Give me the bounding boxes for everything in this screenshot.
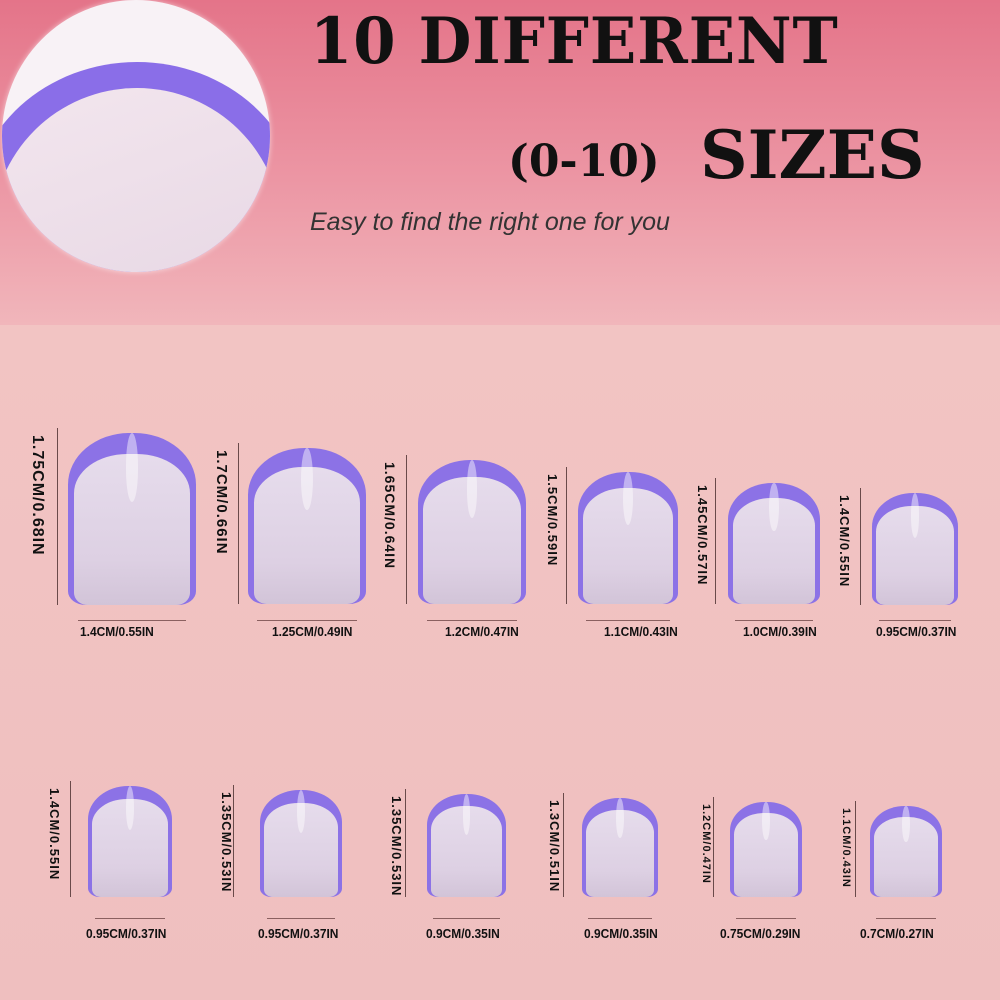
- nail-highlight: [623, 472, 633, 525]
- length-measure-line: [860, 488, 861, 605]
- nail-bed: [583, 487, 673, 604]
- length-label: 1.65CM/0.64IN: [382, 462, 398, 570]
- width-measure-line: [588, 918, 652, 919]
- width-measure-line: [586, 620, 670, 621]
- nail-bed: [2, 88, 270, 272]
- length-label: 1.4CM/0.55IN: [837, 495, 852, 588]
- width-label: 1.0CM/0.39IN: [743, 624, 817, 639]
- press-on-nail: [728, 483, 820, 604]
- nail-highlight: [902, 806, 910, 843]
- length-label: 1.5CM/0.59IN: [545, 474, 560, 567]
- nail-bed: [585, 809, 655, 897]
- width-label: 0.95CM/0.37IN: [876, 624, 957, 639]
- subtitle: Easy to find the right one for you: [310, 208, 670, 236]
- press-on-nail: [418, 460, 526, 604]
- length-label: 1.4CM/0.55IN: [47, 788, 62, 881]
- width-label: 0.95CM/0.37IN: [86, 926, 167, 941]
- length-measure-line: [70, 781, 71, 897]
- width-measure-line: [735, 620, 813, 621]
- nail-highlight: [762, 802, 770, 840]
- length-measure-line: [233, 785, 234, 897]
- width-measure-line: [266, 918, 336, 919]
- size-chart-area: [0, 325, 1000, 1000]
- title-line1: 10 DIFFERENT: [310, 4, 839, 79]
- width-measure-line: [257, 620, 357, 621]
- width-label: 1.4CM/0.55IN: [80, 624, 154, 639]
- press-on-nail: [870, 806, 942, 897]
- width-label: 0.95CM/0.37IN: [258, 926, 339, 941]
- press-on-nail: [427, 794, 506, 897]
- width-measure-line: [433, 918, 500, 919]
- nail-highlight: [301, 448, 313, 511]
- nail-highlight: [769, 483, 779, 532]
- width-label: 0.75CM/0.29IN: [720, 926, 801, 941]
- nail-highlight: [616, 798, 624, 838]
- length-measure-line: [406, 455, 407, 604]
- width-measure-line: [875, 918, 937, 919]
- press-on-nail: [730, 802, 802, 897]
- length-measure-line: [713, 797, 714, 897]
- length-measure-line: [563, 793, 564, 897]
- length-label: 1.75CM/0.68IN: [29, 435, 46, 556]
- nail-bed: [873, 816, 939, 897]
- length-label: 1.45CM/0.57IN: [695, 485, 710, 586]
- length-label: 1.2CM/0.47IN: [700, 804, 712, 884]
- width-label: 0.7CM/0.27IN: [860, 926, 934, 941]
- width-measure-line: [878, 620, 952, 621]
- nail-bed: [733, 813, 799, 897]
- nail-bed: [732, 497, 816, 604]
- nail-bed: [264, 802, 338, 897]
- nail-highlight: [296, 790, 306, 833]
- length-measure-line: [57, 428, 58, 605]
- length-measure-line: [238, 443, 239, 604]
- nail-highlight: [462, 794, 471, 836]
- length-measure-line: [566, 467, 567, 604]
- nail-bed: [876, 506, 954, 605]
- nail-highlight: [466, 460, 478, 518]
- length-label: 1.35CM/0.53IN: [219, 792, 234, 893]
- length-measure-line: [405, 789, 406, 897]
- length-label: 1.1CM/0.43IN: [840, 808, 852, 888]
- title-sizes: SIZES: [700, 116, 925, 194]
- length-measure-line: [715, 478, 716, 604]
- length-label: 1.3CM/0.51IN: [547, 800, 562, 893]
- press-on-nail: [88, 786, 172, 897]
- title-range: (0-10): [508, 136, 660, 187]
- nail-highlight: [125, 786, 135, 831]
- nail-bed: [92, 799, 168, 897]
- length-measure-line: [855, 801, 856, 897]
- width-label: 0.9CM/0.35IN: [584, 926, 658, 941]
- nail-bed: [430, 806, 503, 897]
- press-on-nail: [872, 493, 958, 605]
- width-measure-line: [735, 918, 797, 919]
- nail-closeup-image: [2, 0, 270, 272]
- width-measure-line: [78, 620, 186, 621]
- press-on-nail: [578, 472, 678, 604]
- length-label: 1.7CM/0.66IN: [213, 450, 230, 555]
- width-label: 1.1CM/0.43IN: [604, 624, 678, 639]
- press-on-nail: [582, 798, 658, 897]
- nail-highlight: [125, 433, 139, 502]
- press-on-nail: [260, 790, 342, 897]
- nail-highlight: [910, 493, 920, 538]
- width-label: 0.9CM/0.35IN: [426, 926, 500, 941]
- width-label: 1.2CM/0.47IN: [445, 624, 519, 639]
- nail-bed: [423, 477, 521, 604]
- press-on-nail: [248, 448, 366, 604]
- nail-bed: [74, 453, 190, 605]
- width-measure-line: [426, 620, 518, 621]
- press-on-nail: [68, 433, 196, 605]
- length-label: 1.35CM/0.53IN: [389, 796, 404, 897]
- width-measure-line: [94, 918, 166, 919]
- width-label: 1.25CM/0.49IN: [272, 624, 353, 639]
- nail-bed: [253, 466, 361, 604]
